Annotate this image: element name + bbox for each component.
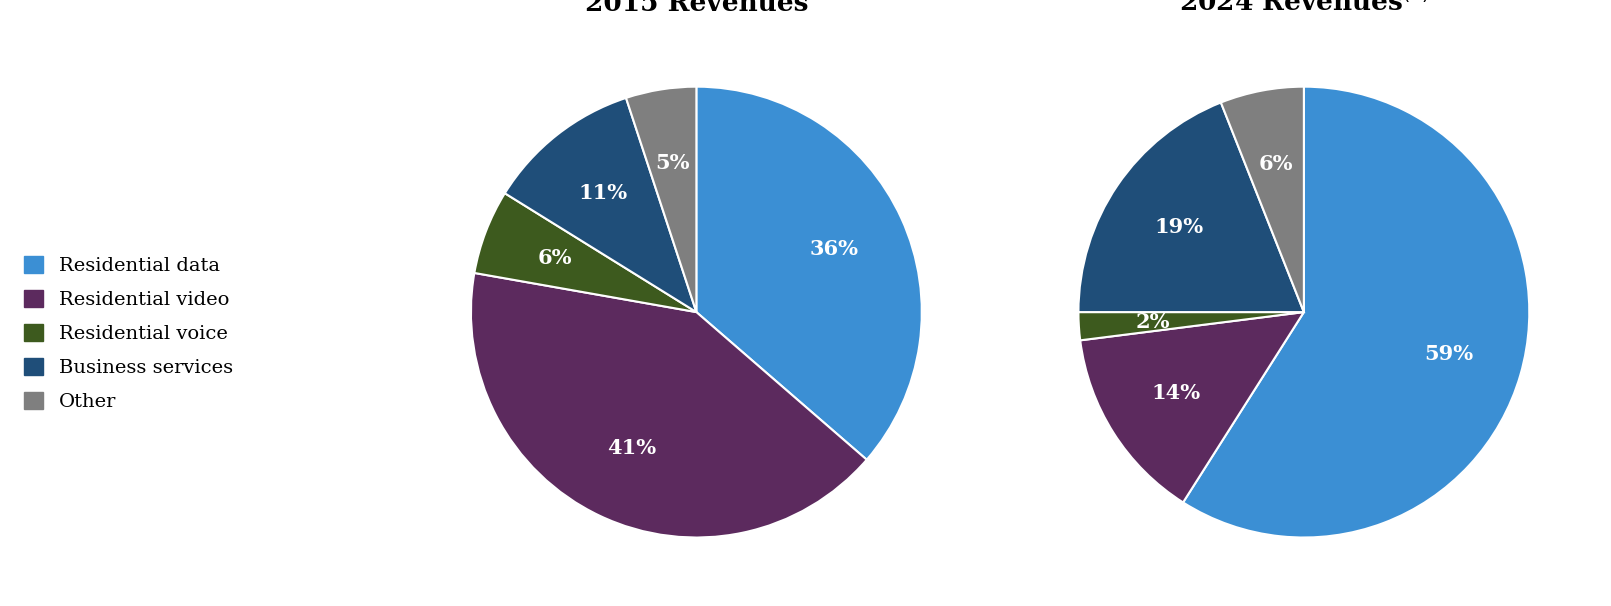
Wedge shape <box>1081 312 1303 502</box>
Text: 14%: 14% <box>1152 383 1200 403</box>
Text: 6%: 6% <box>538 248 572 268</box>
Wedge shape <box>696 87 921 460</box>
Wedge shape <box>1078 102 1303 312</box>
Text: 2%: 2% <box>1136 311 1170 331</box>
Text: 41%: 41% <box>607 439 656 459</box>
Wedge shape <box>1221 87 1303 312</box>
Text: 5%: 5% <box>656 153 690 173</box>
Legend: Residential data, Residential video, Residential voice, Business services, Other: Residential data, Residential video, Res… <box>18 250 238 417</box>
Wedge shape <box>627 87 696 312</box>
Wedge shape <box>504 98 696 312</box>
Title: 2024 Revenues$^{(1)}$: 2024 Revenues$^{(1)}$ <box>1179 0 1429 16</box>
Wedge shape <box>470 273 867 538</box>
Text: 19%: 19% <box>1155 217 1203 237</box>
Wedge shape <box>1182 87 1529 538</box>
Text: 36%: 36% <box>809 239 859 259</box>
Title: 2015 Revenues: 2015 Revenues <box>585 0 809 16</box>
Wedge shape <box>474 193 696 312</box>
Wedge shape <box>1078 312 1303 341</box>
Text: 6%: 6% <box>1258 154 1292 174</box>
Text: 59%: 59% <box>1424 344 1474 364</box>
Text: 11%: 11% <box>578 184 628 204</box>
